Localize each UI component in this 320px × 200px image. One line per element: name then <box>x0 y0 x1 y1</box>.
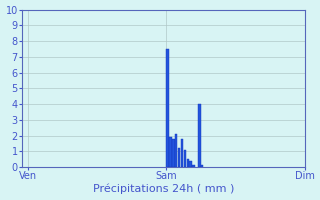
Bar <box>192 165 195 167</box>
Bar <box>181 139 183 167</box>
Bar <box>187 159 189 167</box>
Bar <box>184 150 186 167</box>
Bar <box>166 49 169 167</box>
Bar <box>172 139 174 167</box>
Bar <box>178 148 180 167</box>
Bar <box>169 137 172 167</box>
Bar <box>189 161 192 167</box>
Bar <box>201 165 204 167</box>
Bar <box>198 104 201 167</box>
X-axis label: Précipitations 24h ( mm ): Précipitations 24h ( mm ) <box>92 184 234 194</box>
Bar <box>175 134 177 167</box>
